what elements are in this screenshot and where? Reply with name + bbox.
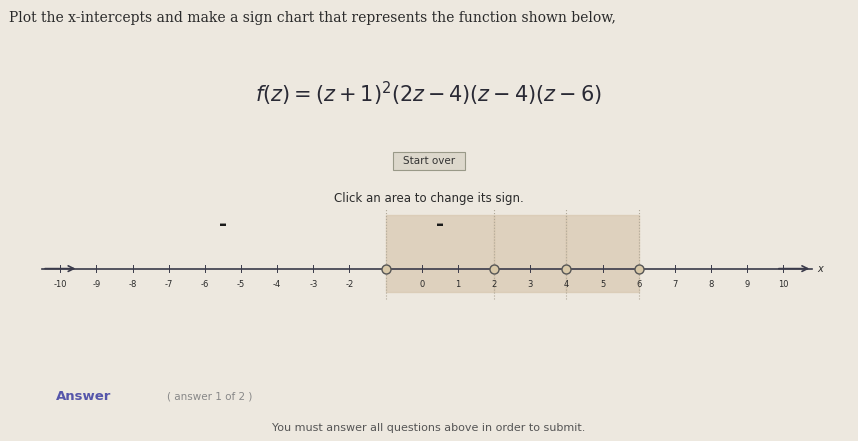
Text: Answer: Answer — [56, 390, 112, 403]
Text: 8: 8 — [708, 280, 714, 288]
Text: 3: 3 — [528, 280, 533, 288]
Text: 1: 1 — [456, 280, 461, 288]
Text: 10: 10 — [778, 280, 789, 288]
Text: -: - — [219, 215, 227, 234]
Text: 2: 2 — [492, 280, 497, 288]
FancyBboxPatch shape — [393, 152, 465, 170]
Text: 9: 9 — [745, 280, 750, 288]
Text: -: - — [436, 215, 444, 234]
Text: -8: -8 — [129, 280, 136, 288]
Bar — [566, 215, 638, 292]
Text: 0: 0 — [420, 280, 425, 288]
Text: ( answer 1 of 2 ): ( answer 1 of 2 ) — [167, 392, 253, 402]
Bar — [494, 215, 566, 292]
Text: -5: -5 — [237, 280, 245, 288]
Text: -4: -4 — [273, 280, 281, 288]
Text: -2: -2 — [346, 280, 353, 288]
Text: Click an area to change its sign.: Click an area to change its sign. — [334, 192, 524, 205]
Text: -10: -10 — [53, 280, 67, 288]
Text: -3: -3 — [309, 280, 317, 288]
Text: -9: -9 — [93, 280, 100, 288]
Text: Plot the x-intercepts and make a sign chart that represents the function shown b: Plot the x-intercepts and make a sign ch… — [9, 11, 615, 25]
Text: 7: 7 — [672, 280, 678, 288]
Bar — [385, 215, 494, 292]
Text: 4: 4 — [564, 280, 569, 288]
Text: 5: 5 — [600, 280, 605, 288]
Text: Start over: Start over — [403, 156, 455, 166]
Text: 6: 6 — [636, 280, 641, 288]
Text: $f(z) = (z + 1)^2(2z\,{-}\,4)(z - 4)(z - 6)$: $f(z) = (z + 1)^2(2z\,{-}\,4)(z - 4)(z -… — [256, 79, 602, 108]
Text: -6: -6 — [201, 280, 209, 288]
Text: You must answer all questions above in order to submit.: You must answer all questions above in o… — [272, 423, 586, 434]
Text: x: x — [818, 264, 824, 273]
Text: -7: -7 — [165, 280, 173, 288]
